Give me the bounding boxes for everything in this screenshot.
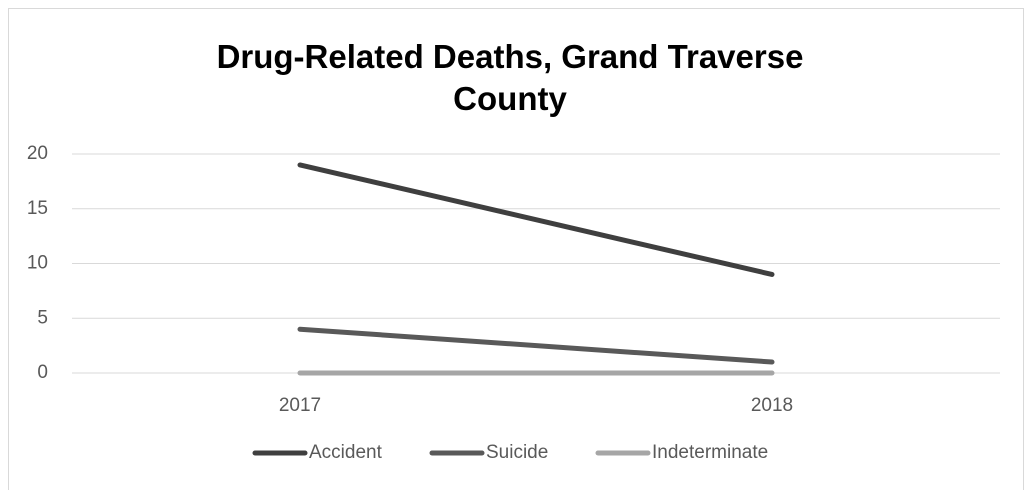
y-tick-label: 10 xyxy=(27,253,48,274)
legend-label: Indeterminate xyxy=(652,442,768,463)
chart-border xyxy=(8,8,1024,490)
legend-label: Suicide xyxy=(486,442,548,463)
chart-title: Drug-Related Deaths, Grand Traverse Coun… xyxy=(216,38,804,117)
y-tick-label: 5 xyxy=(37,307,48,328)
series-line xyxy=(297,326,775,365)
y-tick-label: 15 xyxy=(27,198,48,219)
legend-label: Accident xyxy=(309,442,383,463)
x-tick-label: 2017 xyxy=(279,395,321,416)
series-line xyxy=(297,162,775,277)
y-tick-label: 0 xyxy=(37,362,48,383)
y-tick-label: 20 xyxy=(27,143,48,164)
x-tick-label: 2018 xyxy=(751,395,793,416)
